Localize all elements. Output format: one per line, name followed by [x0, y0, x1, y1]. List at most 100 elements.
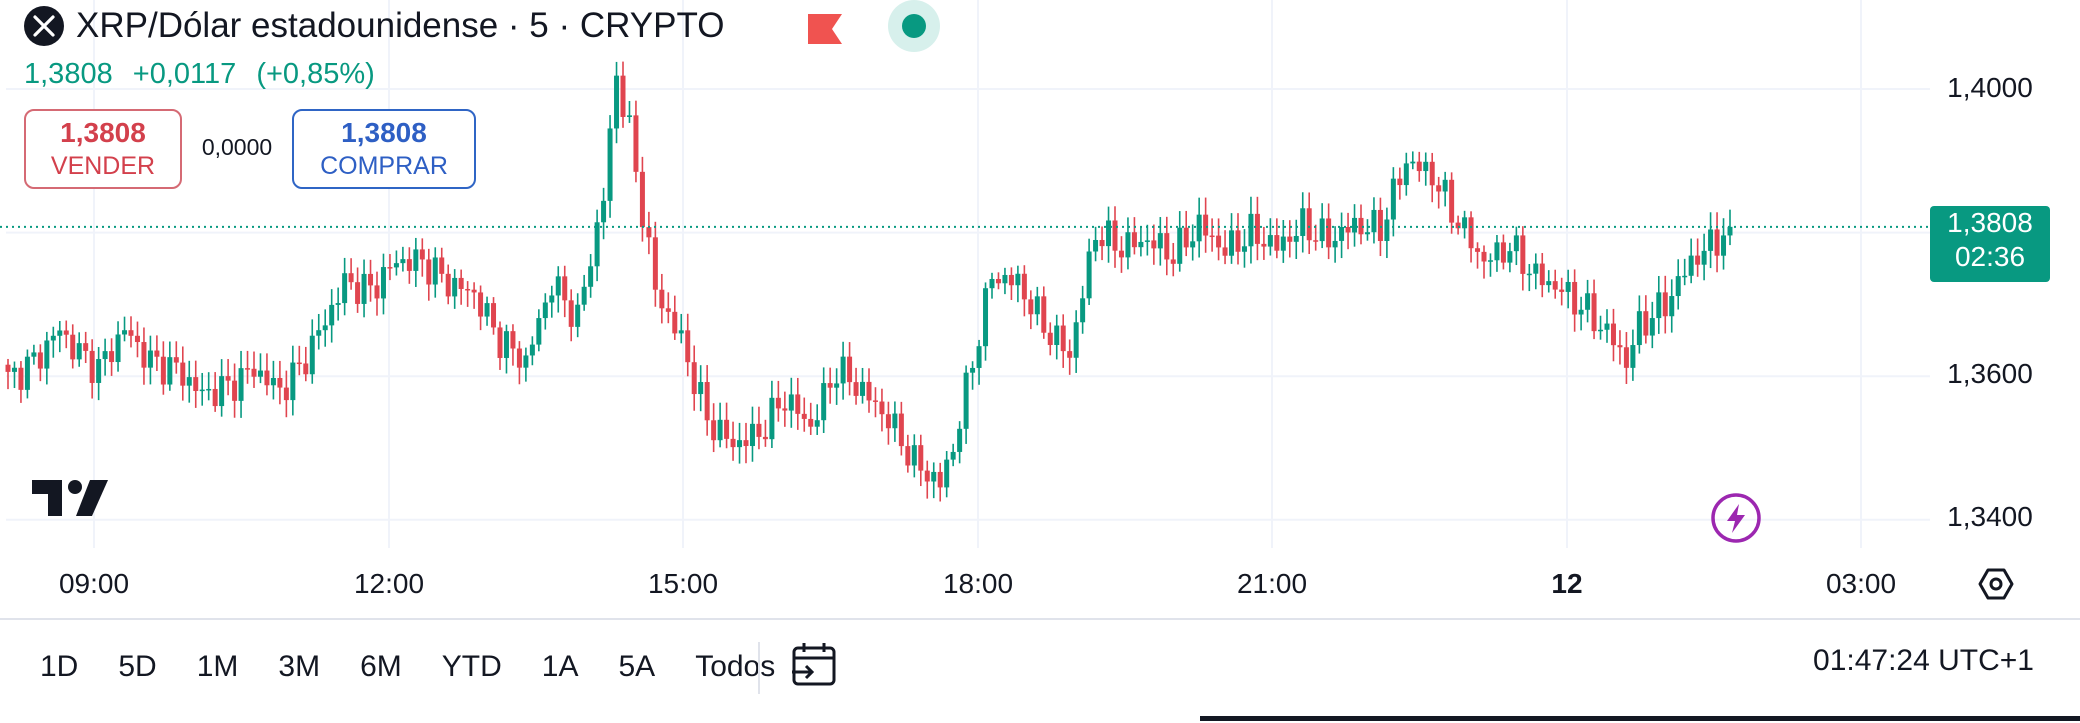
candle — [523, 347, 529, 382]
candle — [1662, 275, 1668, 334]
candle — [678, 313, 684, 344]
candle — [1300, 192, 1306, 253]
candle — [853, 367, 859, 405]
candle — [983, 282, 989, 361]
sell-button[interactable]: 1,3808 VENDER — [24, 109, 182, 189]
chart-area[interactable] — [0, 0, 2080, 618]
range-button-6m[interactable]: 6M — [360, 650, 402, 683]
candle — [1565, 269, 1571, 309]
candle — [1261, 226, 1267, 260]
range-button-1d[interactable]: 1D — [40, 650, 79, 683]
candle — [1552, 269, 1558, 299]
candle — [245, 350, 251, 384]
candle — [1604, 309, 1610, 343]
go-to-date-calendar-icon[interactable] — [790, 640, 838, 688]
candle — [1410, 151, 1416, 170]
candle — [193, 360, 199, 408]
candle — [652, 221, 658, 307]
candle — [251, 351, 257, 388]
candle — [160, 341, 166, 395]
candle — [620, 61, 626, 128]
chart-settings-icon[interactable] — [1978, 566, 2014, 602]
candle — [57, 320, 63, 353]
candle — [18, 361, 24, 403]
candle — [257, 353, 263, 384]
candle — [1481, 245, 1487, 279]
candles — [5, 61, 1733, 502]
candle — [1254, 196, 1260, 261]
lightning-bolt-icon[interactable] — [1710, 492, 1762, 544]
candle — [749, 406, 755, 462]
candle — [685, 313, 691, 377]
range-button-5d[interactable]: 5D — [118, 650, 157, 683]
candle — [199, 372, 205, 406]
candle — [1067, 339, 1073, 375]
range-button-1m[interactable]: 1M — [196, 650, 239, 683]
candle — [639, 156, 645, 242]
candle — [232, 363, 238, 418]
candle — [516, 341, 522, 385]
range-button-3m[interactable]: 3M — [278, 650, 321, 683]
candle — [1222, 230, 1228, 265]
time-axis-label: 03:00 — [1825, 568, 1897, 599]
range-button-5a[interactable]: 5A — [618, 650, 656, 683]
candle — [1494, 235, 1500, 272]
candle — [1015, 265, 1021, 303]
candle — [1546, 270, 1552, 293]
candle — [1572, 269, 1578, 332]
candle — [1157, 217, 1163, 266]
candle — [128, 316, 134, 348]
candle — [730, 421, 736, 461]
candle — [186, 360, 192, 403]
candle — [1669, 279, 1675, 333]
candle — [63, 320, 69, 349]
candle — [1248, 196, 1254, 264]
candle — [283, 370, 289, 418]
range-button-todos[interactable]: Todos — [695, 650, 776, 683]
candle — [743, 422, 749, 464]
candle — [1384, 207, 1390, 259]
candle — [1060, 314, 1066, 368]
candle — [1610, 308, 1616, 362]
candle — [1701, 233, 1707, 281]
symbol-header[interactable]: XRP/Dólar estadounidense · 5 · CRYPTO — [24, 6, 724, 46]
price-axis-label: 1,3400 — [1947, 501, 2033, 532]
candle — [1403, 152, 1409, 196]
market-status-button[interactable] — [888, 0, 940, 52]
candle — [471, 282, 477, 309]
candle — [1520, 226, 1526, 291]
candle — [1106, 206, 1112, 263]
candle — [1455, 215, 1461, 235]
candle — [1630, 329, 1636, 381]
bottom-toolbar: 1D 5D 1M 3M 6M YTD 1A 5A Todos 01:47:24 … — [0, 618, 2080, 723]
candle — [89, 339, 95, 399]
candle — [821, 367, 827, 434]
candle — [1507, 242, 1513, 273]
candle — [827, 367, 833, 404]
candle — [1442, 171, 1448, 207]
candle — [1112, 206, 1118, 268]
time-axis-label: 12:00 — [353, 568, 425, 599]
range-button-1a[interactable]: 1A — [541, 650, 579, 683]
timezone-clock[interactable]: 01:47:24 UTC+1 — [1813, 644, 2034, 677]
candle — [1306, 192, 1312, 255]
candle — [698, 365, 704, 412]
candle — [452, 269, 458, 309]
flag-icon[interactable] — [808, 14, 842, 44]
candle — [872, 387, 878, 418]
candle — [510, 324, 516, 366]
candle — [795, 377, 801, 430]
candle — [879, 388, 885, 432]
candle — [361, 259, 367, 318]
candle — [11, 361, 17, 389]
candle — [646, 211, 652, 255]
range-button-ytd[interactable]: YTD — [441, 650, 502, 683]
candle — [1643, 295, 1649, 344]
candle — [885, 401, 891, 445]
candle — [834, 368, 840, 405]
current-price-value: 1,3808 — [1947, 207, 2033, 238]
candle — [1241, 229, 1247, 268]
candle — [154, 335, 160, 372]
buy-button[interactable]: 1,3808 COMPRAR — [292, 109, 476, 189]
candle — [1235, 213, 1241, 265]
